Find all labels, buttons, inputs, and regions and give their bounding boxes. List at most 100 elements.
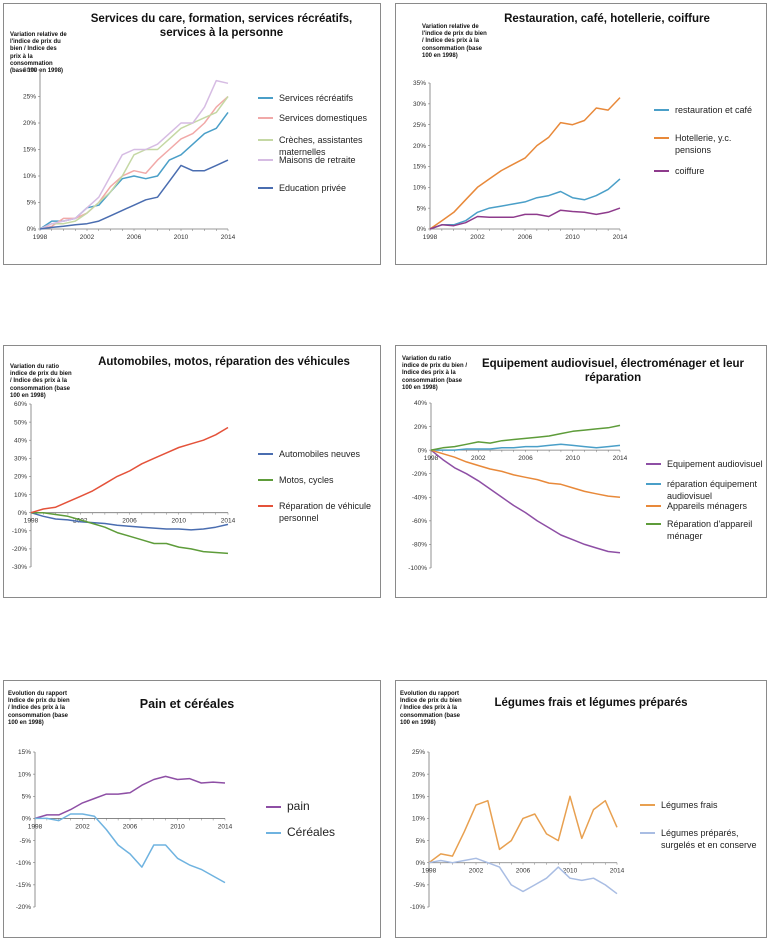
legend-label: Services récréatifs [279,93,354,103]
y-tick-label: 60% [14,401,27,408]
y-tick-label: 20% [414,424,427,431]
x-tick-label: 2006 [127,234,142,241]
legend-label: Appareils ménagers [667,501,748,511]
legend-swatch [654,109,669,111]
y-tick-label: 0% [418,447,428,454]
y-tick-label: 0% [27,226,37,233]
legend-label: Réparation d'appareil ménager [667,519,753,541]
y-axis-label: Evolution du rapport Indice de prix du b… [400,691,462,726]
series-line [39,95,229,230]
x-tick-label: 1998 [24,518,39,525]
y-tick-label: 5% [22,793,32,800]
legend-label: réparation équipement audiovisuel [667,479,758,501]
x-tick-label: 1998 [33,234,48,241]
x-tick-label: 2014 [221,518,236,525]
chart-title: Services du care, formation, services ré… [90,13,353,39]
x-tick-label: 1998 [422,868,437,875]
series-line [429,178,621,230]
y-tick-label: -20% [16,904,31,911]
y-tick-label: 40% [414,400,427,407]
legend-label: Motos, cycles [279,475,334,485]
y-tick-label: 15% [413,164,426,171]
legend-label: Céréales [287,825,336,839]
series-line [429,207,621,230]
chart-title: Equipement audiovisuel, électroménager e… [481,358,745,384]
x-tick-label: 2014 [221,234,236,241]
series-line [431,443,621,451]
legend-label: coiffure [675,166,705,176]
legend-label: Education privée [279,183,347,193]
series-line [35,813,226,884]
series-line [31,511,229,555]
legend: Automobiles neuves Motos, cycles Réparatio… [258,446,378,536]
series-line [430,424,621,451]
x-tick-label: 2006 [122,518,137,525]
y-tick-label: 10% [412,816,425,823]
legend-swatch [646,483,661,485]
legend-label: Services domestiques [279,113,368,123]
chart-title: Légumes frais et légumes préparés [494,697,688,709]
chart-panel-2: Restauration, café, hotellerie, coiffure… [395,3,767,265]
legend-swatch [258,187,273,189]
y-axis-label: Variation relative de l'indice de prix d… [10,32,67,75]
y-tick-label: 5% [27,200,37,207]
y-tick-label: 10% [14,492,27,499]
x-tick-label: 1998 [423,234,438,241]
series-line [429,97,621,230]
y-tick-label: 25% [413,122,426,129]
y-tick-label: -5% [413,882,425,889]
legend-swatch [258,453,273,455]
x-tick-label: 2010 [563,868,578,875]
y-tick-label: 0% [22,816,32,823]
chart-title: Pain et céréales [139,697,235,711]
y-tick-label: 15% [23,147,36,154]
legend-swatch [258,97,273,99]
chart-title: Automobiles, motos, réparation des véhic… [98,356,350,368]
y-tick-label: -20% [412,471,427,478]
legend-swatch [258,505,273,507]
y-tick-label: -5% [19,838,31,845]
x-tick-label: 2006 [518,455,533,462]
y-tick-label: 20% [413,143,426,150]
y-tick-label: 35% [413,80,426,87]
legend-swatch [258,117,273,119]
series-line [428,795,618,864]
y-tick-label: 0% [417,226,427,233]
y-tick-label: 25% [412,749,425,756]
x-tick-label: 1998 [28,823,43,830]
x-tick-label: 2010 [170,823,185,830]
x-tick-label: 2002 [470,234,485,241]
x-tick-label: 2014 [218,823,233,830]
legend-swatch [654,137,669,139]
legend: restauration et café Hotellerie, y.c. pen… [654,102,766,192]
y-tick-label: 0% [416,860,426,867]
legend-label: Légumes frais [661,800,718,810]
x-tick-label: 2006 [518,234,533,241]
chart-panel-5: Pain et céréales Evolution du rapport In… [3,680,381,938]
series-line [430,449,621,554]
y-tick-label: 20% [412,771,425,778]
y-tick-label: 15% [412,793,425,800]
y-tick-label: 10% [413,184,426,191]
x-tick-label: 2002 [75,823,90,830]
y-tick-label: 25% [23,94,36,101]
x-tick-label: 2006 [516,868,531,875]
series-line [30,426,229,514]
y-tick-label: 10% [23,173,36,180]
chart-panel-6: Légumes frais et légumes préparés Evolut… [395,680,767,938]
legend-swatch [266,831,281,834]
legend-swatch [640,832,655,834]
legend-swatch [646,463,661,465]
plot-area: -10% -5% 0% 5% 10% 15% 20% 25% 1998 2002 2006 2010 2… [410,749,625,911]
y-tick-label: 20% [14,474,27,481]
y-tick-label: -15% [16,882,31,889]
x-tick-label: 2010 [172,518,187,525]
y-tick-label: 30% [413,101,426,108]
y-tick-label: -30% [12,564,27,571]
plot-area: -20% -15% -10% -5% 0% 5% 10% 15% 1998 2002 2006 201… [16,749,233,911]
legend-label: Equipement audiovisuel [667,459,763,469]
legend-swatch [640,804,655,806]
y-tick-label: -80% [412,542,427,549]
y-tick-label: -60% [412,518,427,525]
legend-label: Légumes préparés, surgelés et en conserv… [661,828,757,850]
